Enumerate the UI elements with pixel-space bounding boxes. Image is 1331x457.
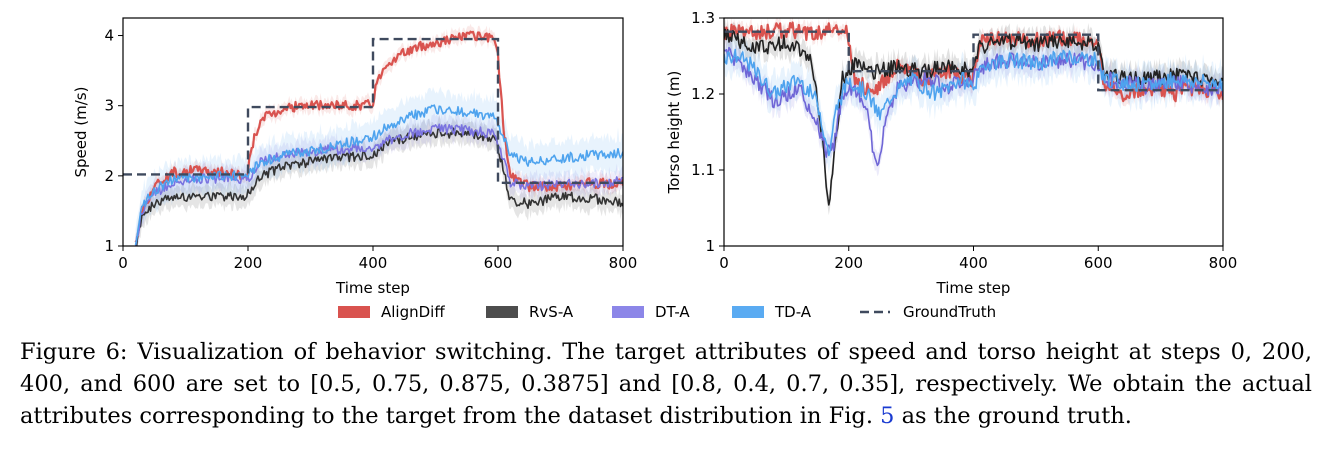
speed-x-tick-label: 0 <box>118 254 128 272</box>
legend-aligndiff-label: AlignDiff <box>381 303 445 321</box>
legend-td-a-label: TD-A <box>774 303 812 321</box>
speed-y-tick-label: 4 <box>104 27 114 45</box>
legend-td-a-swatch <box>732 306 764 318</box>
speed-y-ticks: 1 2 3 4 <box>104 27 123 255</box>
torso-x-tick-label: 600 <box>1084 254 1113 272</box>
torso-x-tick-label: 200 <box>834 254 863 272</box>
speed-line-td-a <box>134 104 623 246</box>
caption-text-3: , respectively. We obtain the actual att… <box>20 371 1312 429</box>
torso-x-tick-label: 400 <box>959 254 988 272</box>
torso-y-tick-label: 1.1 <box>691 161 715 179</box>
speed-x-tick-label: 200 <box>234 254 263 272</box>
torso-y-tick-label: 1 <box>705 237 715 255</box>
speed-x-ticks: 0 200 400 600 800 <box>118 246 637 272</box>
speed-y-tick-label: 3 <box>104 97 114 115</box>
speed-x-tick-label: 400 <box>359 254 388 272</box>
torso-x-tick-label: 0 <box>719 254 729 272</box>
speed-groundtruth <box>123 37 623 185</box>
speed-line-rvs-a <box>135 127 623 246</box>
speed-band-dt-a <box>135 112 623 246</box>
speed-series <box>134 30 623 246</box>
legend: AlignDiff RvS-A DT-A TD-A GroundTruth <box>338 303 996 321</box>
caption-text-2: and <box>608 371 672 397</box>
legend-groundtruth-label: GroundTruth <box>903 303 996 321</box>
speed-chart: 0 200 400 600 800 1 2 3 4 Time step Speed (m/s) <box>72 17 637 297</box>
speed-x-title: Time step <box>335 279 410 297</box>
speed-y-title: Speed (m/s) <box>72 87 90 178</box>
torso-groundtruth <box>724 30 1223 92</box>
torso-y-title: Torso height (m) <box>665 71 683 195</box>
caption-text-4: as the ground truth. <box>894 403 1132 429</box>
legend-dt-a-swatch <box>612 306 644 318</box>
torso-x-tick-label: 800 <box>1209 254 1238 272</box>
caption-label: Figure 6: <box>20 339 128 365</box>
legend-dt-a-label: DT-A <box>655 303 690 321</box>
speed-y-tick-label: 1 <box>104 237 114 255</box>
torso-y-tick-label: 1.3 <box>691 9 715 27</box>
torso-y-ticks: 1 1.1 1.2 1.3 <box>691 9 724 255</box>
speed-groundtruth-line <box>123 37 623 185</box>
speed-y-tick-label: 2 <box>104 167 114 185</box>
caption-text-1: Visualization of behavior switching. The… <box>20 339 1312 397</box>
figure-svg: 0 200 400 600 800 1 2 3 4 Time step Speed (m/s)… <box>72 9 1237 321</box>
caption-math-2: [0.8, 0.4, 0.7, 0.35] <box>671 371 899 397</box>
torso-chart: 0 200 400 600 800 1 1.1 1.2 1.3 Time step Torso… <box>665 9 1237 297</box>
speed-bands <box>135 23 623 246</box>
caption-math-1: [0.5, 0.75, 0.875, 0.3875] <box>310 371 609 397</box>
figure-caption: Figure 6: Visualization of behavior swit… <box>20 336 1312 432</box>
torso-x-ticks: 0 200 400 600 800 <box>719 246 1237 272</box>
speed-band-td-a <box>135 86 623 246</box>
legend-rvs-a-swatch <box>486 306 518 318</box>
legend-rvs-a-label: RvS-A <box>529 303 574 321</box>
torso-y-tick-label: 1.2 <box>691 85 715 103</box>
legend-aligndiff-swatch <box>338 306 370 318</box>
torso-x-title: Time step <box>936 279 1011 297</box>
speed-band-rvs-a <box>135 115 623 246</box>
speed-x-tick-label: 600 <box>484 254 513 272</box>
speed-x-tick-label: 800 <box>609 254 638 272</box>
caption-figure-ref[interactable]: 5 <box>880 403 895 429</box>
torso-groundtruth-line <box>724 30 1223 92</box>
